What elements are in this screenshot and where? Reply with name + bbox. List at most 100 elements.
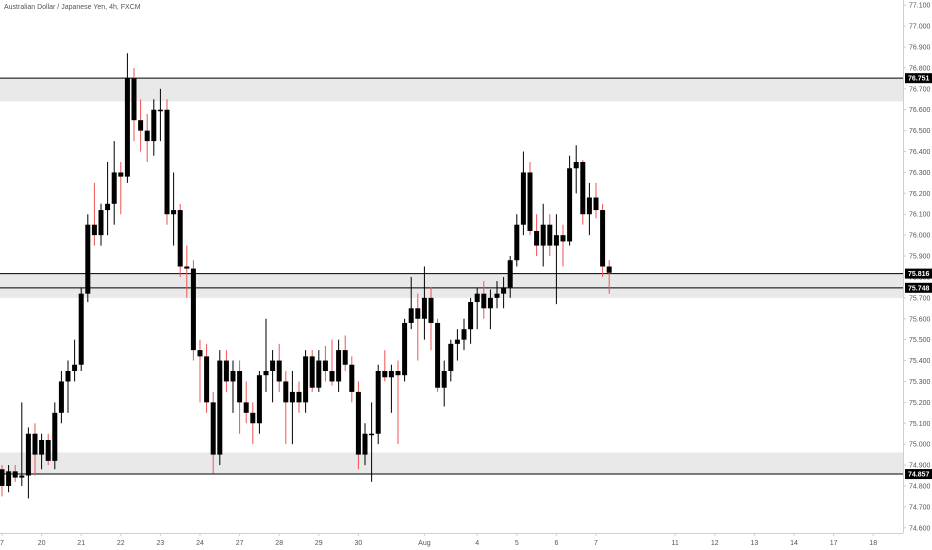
candle-body — [421, 297, 427, 319]
x-tick-label: 29 — [315, 540, 323, 547]
candle-body — [276, 360, 282, 382]
candle-body — [223, 360, 229, 382]
candle-body — [204, 356, 210, 403]
y-tick-label: 75.400 — [909, 358, 931, 365]
candle-body — [72, 364, 78, 372]
candle-body — [217, 360, 223, 455]
candle-body — [78, 293, 84, 365]
candle-body — [250, 412, 256, 424]
candle-body — [0, 469, 5, 486]
y-tick-label: 75.000 — [909, 442, 931, 449]
y-tick-label: 75.500 — [909, 337, 931, 344]
candle-body — [487, 297, 493, 309]
y-tick-label: 74.700 — [909, 504, 931, 511]
y-tick-label: 76.300 — [909, 170, 931, 177]
candle-body — [177, 210, 183, 267]
x-tick-label: 17 — [830, 540, 838, 547]
candle-body — [600, 210, 606, 267]
y-tick-label: 75.200 — [909, 400, 931, 407]
candle-body — [329, 371, 335, 382]
candle-body — [586, 197, 592, 215]
candle-body — [428, 297, 434, 323]
candle-body — [138, 120, 144, 131]
candle-body — [415, 308, 421, 319]
y-tick-label: 74.600 — [909, 525, 931, 532]
y-tick-label: 77.100 — [909, 3, 931, 10]
candle-body — [369, 433, 375, 436]
candle-body — [514, 224, 520, 261]
price-label: 76.751 — [908, 76, 930, 83]
candle-body — [230, 371, 236, 382]
candle-body — [98, 210, 104, 236]
candle-body — [507, 260, 513, 288]
candle-body — [210, 402, 216, 455]
candle-body — [474, 293, 480, 303]
candle-body — [184, 266, 190, 269]
x-tick-label: 24 — [196, 540, 204, 547]
candle-body — [237, 371, 243, 403]
candle-body — [567, 168, 573, 242]
candle-body — [316, 360, 322, 388]
candle-body — [283, 381, 289, 403]
x-tick-label: 11 — [672, 540, 679, 547]
candle-body — [322, 360, 328, 372]
y-tick-label: 74.800 — [909, 483, 931, 490]
chart-title: Australian Dollar / Japanese Yen, 4h, FX… — [4, 4, 141, 11]
candle-body — [520, 172, 526, 225]
candle-body — [309, 356, 315, 388]
zone-rect — [0, 287, 903, 298]
y-tick-label: 76.500 — [909, 128, 931, 135]
candle-body — [151, 109, 157, 142]
candle-body — [441, 371, 447, 388]
candle-body — [144, 130, 150, 142]
candle-body — [91, 224, 97, 236]
candle-body — [468, 302, 474, 330]
y-tick-label: 75.600 — [909, 316, 931, 323]
candle-body — [12, 471, 18, 478]
y-tick-label: 76.000 — [909, 233, 931, 240]
x-tick-label: 30 — [355, 540, 363, 547]
y-tick-label: 74.900 — [909, 463, 931, 470]
x-tick-label: 20 — [38, 540, 46, 547]
candle-body — [25, 433, 31, 476]
candle-body — [349, 364, 355, 392]
candle-body — [296, 391, 302, 403]
x-tick-label: 22 — [117, 540, 125, 547]
zone-rect — [0, 78, 903, 102]
candle-body — [501, 287, 507, 294]
candle-body — [375, 371, 381, 434]
candle-body — [494, 293, 500, 298]
y-tick-label: 76.200 — [909, 191, 931, 198]
y-tick-label: 76.600 — [909, 107, 931, 114]
candle-body — [395, 371, 401, 376]
candle-body — [52, 412, 58, 461]
candle-body — [157, 109, 163, 112]
candle-body — [289, 391, 295, 403]
candle-body — [131, 78, 137, 121]
price-label-box — [905, 469, 932, 480]
candle-body — [606, 266, 612, 273]
y-tick-label: 75.300 — [909, 379, 931, 386]
candle-body — [6, 471, 12, 486]
candle-body — [171, 210, 177, 215]
x-tick-label: Aug — [418, 540, 431, 547]
candle-body — [65, 371, 71, 382]
candle-body — [243, 402, 249, 413]
candle-body — [124, 78, 130, 177]
candle-body — [382, 371, 388, 378]
candle-body — [39, 439, 45, 455]
y-tick-label: 77.000 — [909, 24, 931, 31]
candle-body — [58, 381, 64, 413]
candle-body — [454, 339, 460, 344]
candle-body — [435, 322, 441, 388]
candle-body — [448, 343, 454, 372]
candle-body — [85, 224, 91, 294]
candle-body — [540, 224, 546, 246]
candle-body — [553, 235, 559, 246]
candle-body — [573, 161, 579, 169]
x-tick-label: 13 — [751, 540, 759, 547]
candle-body — [355, 391, 361, 455]
candle-body — [111, 172, 117, 204]
x-tick-label: 23 — [157, 540, 165, 547]
